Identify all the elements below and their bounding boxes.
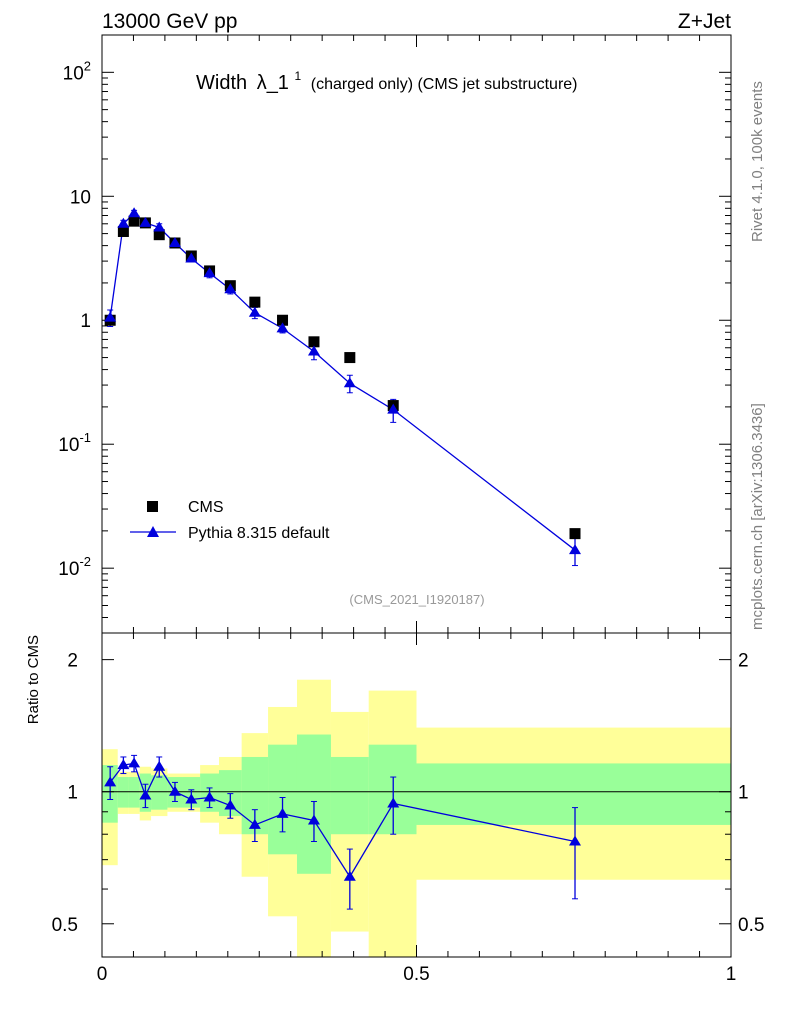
- uncertainty-band-outer: [368, 690, 417, 957]
- cms-point: [117, 225, 129, 237]
- source-label: mcplots.cern.ch [arXiv:1306.3436]: [749, 403, 766, 630]
- cms-point: [344, 352, 356, 364]
- title-superscript: 1: [295, 69, 302, 83]
- uncertainty-band-inner: [117, 777, 129, 808]
- ratio-ytick-label-right: 0.5: [738, 915, 764, 936]
- mc-line: [109, 212, 576, 551]
- cms-point: [153, 229, 165, 241]
- legend-cms-label: CMS: [188, 499, 224, 516]
- main-ytick-label: 10-1: [58, 430, 91, 456]
- ratio-mc-point: [224, 799, 237, 810]
- ratio-mc-point: [168, 785, 181, 796]
- ratio-mc-point: [248, 818, 261, 829]
- main-frame: [101, 34, 732, 634]
- mc-point: [185, 252, 198, 263]
- ratio-mc-point: [307, 814, 320, 825]
- mc-point: [569, 544, 582, 555]
- mc-point: [343, 377, 356, 388]
- legend-cms-marker: [147, 501, 158, 512]
- cms-point: [277, 314, 289, 326]
- main-ytick-label-exp: -2: [79, 554, 91, 569]
- mc-point: [168, 236, 181, 247]
- rivet-version-label: Rivet 4.1.0, 100k events: [749, 81, 766, 242]
- main-ytick-label: 1: [80, 311, 91, 332]
- mc-point: [387, 403, 400, 414]
- ratio-mc-point: [128, 757, 141, 768]
- title-main: Width: [196, 72, 247, 94]
- legend-mc-marker: [147, 526, 159, 537]
- ratio-ylabel: Ratio to CMS: [25, 635, 42, 724]
- mc-point: [248, 306, 261, 317]
- ratio-ytick-label: 0.5: [52, 915, 78, 936]
- cms-point: [569, 528, 581, 540]
- ratio-mc-point: [185, 793, 198, 804]
- main-ytick-label-exp: 2: [84, 58, 91, 73]
- cms-point: [308, 336, 320, 348]
- mc-point: [224, 283, 237, 294]
- mc-point: [104, 311, 117, 322]
- mc-point: [139, 216, 152, 227]
- ratio-mc-point: [203, 791, 216, 802]
- energy-label: 13000 GeV pp: [102, 10, 237, 33]
- main-ytick-label-exp: -1: [79, 430, 91, 445]
- ratio-ytick-label: 2: [67, 651, 78, 672]
- ratio-mc-point: [276, 807, 289, 818]
- title-rest: (charged only) (CMS jet substructure): [311, 76, 578, 93]
- uncertainty-band-inner: [416, 763, 731, 825]
- ratio-mc-point: [153, 760, 166, 771]
- ratio-content: [102, 679, 731, 957]
- mc-point: [117, 217, 130, 228]
- uncertainty-band-inner: [128, 777, 140, 808]
- legend: CMS Pythia 8.315 default: [130, 499, 330, 542]
- ratio-mc-point: [139, 789, 152, 800]
- ratio-mc-point: [569, 835, 582, 846]
- mc-point: [128, 207, 141, 218]
- main-ytick-label-base: 10: [58, 435, 79, 456]
- process-label: Z+Jet: [678, 10, 731, 33]
- ratio-xtick-label: 0.5: [403, 964, 429, 985]
- plot-title: Width λ_1 1 (charged only) (CMS jet subs…: [196, 63, 578, 94]
- title-symbol: λ_1: [257, 72, 289, 94]
- ratio-mc-point: [117, 759, 130, 770]
- ratio-ytick-label-right: 2: [738, 651, 749, 672]
- ratio-xtick-label: 0: [97, 964, 108, 985]
- main-ytick-label: 10-2: [58, 554, 91, 580]
- analysis-id: (CMS_2021_I1920187): [349, 592, 484, 607]
- ratio-ytick-label-right: 1: [738, 783, 749, 804]
- ratio-mc-point: [387, 797, 400, 808]
- main-ytick-label: 10: [70, 187, 91, 208]
- mc-point: [153, 221, 166, 232]
- mc-point: [307, 345, 320, 356]
- cms-point: [128, 215, 140, 227]
- mc-point: [276, 322, 289, 333]
- uncertainty-band-inner: [330, 756, 369, 835]
- ratio-xtick-label: 1: [726, 964, 737, 985]
- legend-mc-label: Pythia 8.315 default: [188, 525, 330, 542]
- main-ytick-label-base: 10: [63, 63, 84, 84]
- main-ytick-label-base: 10: [58, 559, 79, 580]
- cms-point: [249, 296, 261, 308]
- main-ytick-label: 102: [63, 58, 91, 84]
- ratio-ytick-label: 1: [67, 783, 78, 804]
- uncertainty-band-inner: [151, 775, 168, 810]
- ratio-mc-point: [104, 776, 117, 787]
- ratio-panel: 0.5 0.5 1 1 2 2 0 0.5 1: [52, 632, 764, 985]
- mc-point: [203, 267, 216, 278]
- ratio-mc-point: [343, 870, 356, 881]
- uncertainty-band-inner: [218, 770, 242, 817]
